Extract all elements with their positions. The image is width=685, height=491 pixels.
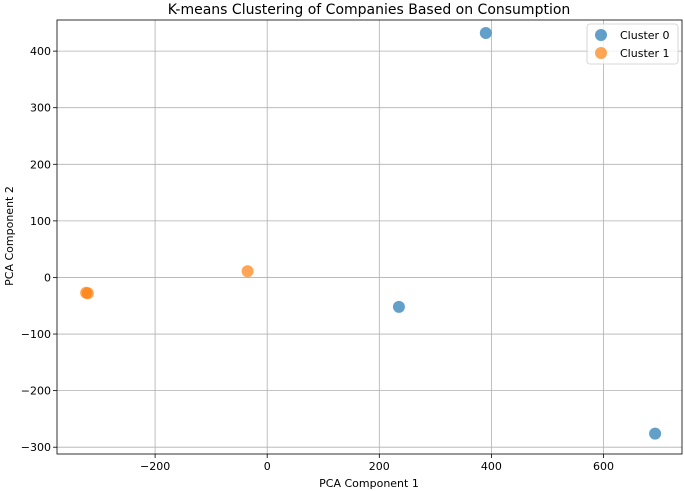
- legend-box: [586, 23, 679, 65]
- legend: Cluster 0 Cluster 1: [586, 23, 679, 65]
- data-point: [241, 265, 254, 278]
- data-point: [392, 300, 405, 313]
- axes-frame: [56, 19, 683, 455]
- x-tick-label: 200: [369, 460, 390, 473]
- y-tick-label: −300: [21, 441, 51, 454]
- x-tick-label: 600: [593, 460, 614, 473]
- data-point: [649, 427, 662, 440]
- y-tick-label: 400: [30, 45, 51, 58]
- y-tick-label: 100: [30, 215, 51, 228]
- series-cluster-1: [80, 265, 254, 300]
- chart-title: K-means Clustering of Companies Based on…: [168, 2, 571, 18]
- x-tick-label: −200: [140, 460, 170, 473]
- y-tick-label: 200: [30, 158, 51, 171]
- grid: [57, 20, 682, 454]
- legend-label: Cluster 1: [620, 47, 670, 60]
- x-tick-label: 400: [481, 460, 502, 473]
- y-tick-label: 300: [30, 102, 51, 115]
- y-tick-label: −200: [21, 385, 51, 398]
- plot-area: −200 0 200 400 600 −300 −200 −100 0 100 200 300 400 C…: [21, 19, 683, 473]
- data-point: [479, 27, 492, 40]
- series-cluster-0: [392, 27, 662, 440]
- y-tick-label: 0: [44, 271, 51, 284]
- x-axis-label: PCA Component 1: [319, 477, 419, 490]
- data-point: [81, 287, 94, 300]
- x-tick-label: 0: [264, 460, 271, 473]
- legend-label: Cluster 0: [620, 29, 670, 42]
- y-axis-label: PCA Component 2: [3, 186, 16, 286]
- y-tick-label: −100: [21, 328, 51, 341]
- legend-marker: [595, 29, 607, 41]
- legend-marker: [595, 47, 607, 59]
